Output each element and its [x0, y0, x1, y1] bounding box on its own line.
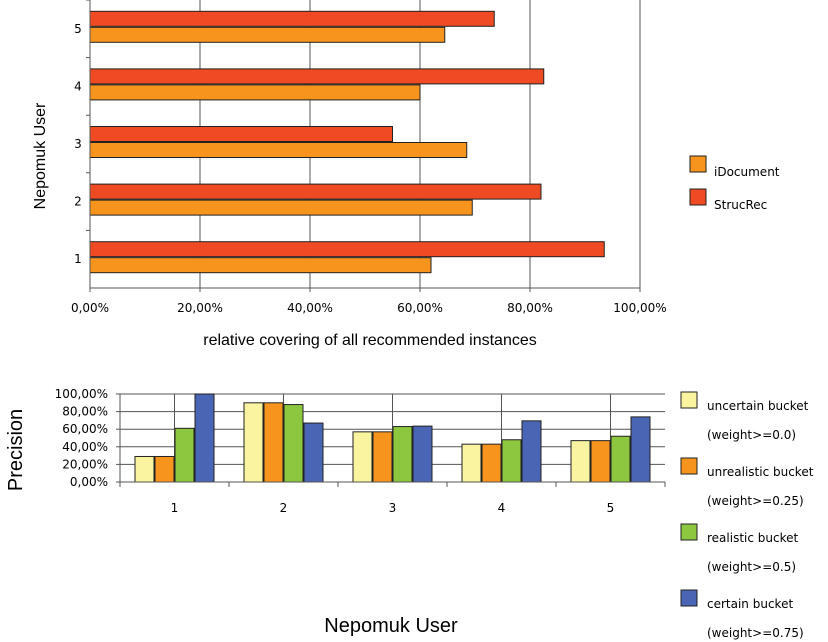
chart-covering-ticks: 0,00% 20,00% 40,00% 60,00% 80,00% 100,00% 1 2 3 4…: [71, 22, 667, 315]
chart-precision-y-axis-title: Precision: [5, 409, 27, 491]
chart-precision-legend: uncertain bucket (weight>=0.0) unrealistic…: [680, 391, 814, 640]
x-tick-label: 1: [171, 501, 179, 515]
bar: [134, 455, 155, 483]
chart-covering-y-axis-title: Nepomuk User: [32, 102, 49, 209]
x-tick-label: 20,00%: [177, 301, 223, 315]
bar: [89, 126, 393, 142]
bar: [372, 431, 393, 483]
legend-swatch: [680, 523, 698, 541]
bar: [392, 426, 413, 483]
x-tick-label: 80,00%: [507, 301, 553, 315]
legend-label: unrealistic bucket: [707, 465, 814, 479]
bar: [243, 402, 264, 483]
x-tick-label: 3: [389, 501, 397, 515]
x-tick-label: 0,00%: [71, 301, 109, 315]
bar: [352, 431, 373, 483]
x-tick-label: 5: [607, 501, 615, 515]
bar: [263, 402, 284, 483]
bar: [89, 26, 446, 43]
bar: [89, 84, 421, 101]
legend-label-detail: (weight>=0.25): [707, 494, 804, 508]
legend-label: StrucRec: [714, 198, 767, 212]
y-tick-label: 40,00%: [62, 440, 108, 454]
bar: [481, 443, 502, 483]
legend-swatch: [680, 457, 698, 475]
bar: [154, 455, 175, 483]
bar: [610, 435, 631, 483]
bar: [501, 439, 522, 483]
chart-precision-x-axis-title: Nepomuk User: [324, 615, 458, 637]
y-tick-label: 4: [74, 79, 82, 93]
chart-covering-legend: iDocument StrucRec: [689, 155, 780, 212]
bar: [590, 440, 611, 483]
y-tick-label: 100,00%: [55, 387, 108, 401]
bar: [461, 443, 482, 483]
chart-covering-x-axis-title: relative covering of all recommended ins…: [203, 332, 537, 349]
bar: [89, 241, 605, 258]
legend-label: realistic bucket: [707, 531, 799, 545]
legend-label-detail: (weight>=0.5): [707, 560, 796, 574]
bar: [630, 416, 651, 483]
chart-covering: 0,00% 20,00% 40,00% 60,00% 80,00% 100,00% 1 2 3 4…: [32, 0, 780, 349]
legend-label: uncertain bucket: [707, 399, 809, 413]
y-tick-label: 20,00%: [62, 457, 108, 471]
bar: [89, 10, 495, 27]
legend-label-detail: (weight>=0.75): [707, 626, 804, 640]
legend-swatch: [680, 589, 698, 607]
legend-label: iDocument: [714, 165, 780, 179]
chart-precision-axes: [116, 393, 666, 487]
y-tick-label: 0,00%: [70, 475, 108, 489]
y-tick-label: 60,00%: [62, 422, 108, 436]
y-tick-label: 3: [74, 137, 82, 151]
legend-label-detail: (weight>=0.0): [707, 428, 796, 442]
bar: [174, 427, 195, 483]
y-tick-label: 5: [74, 22, 82, 36]
x-tick-label: 2: [280, 501, 288, 515]
chart-precision-bars: [134, 393, 651, 483]
chart-precision-ticks: 0,00% 20,00% 40,00% 60,00% 80,00% 100,00% 1 2 3 4…: [55, 387, 615, 515]
bar: [89, 183, 542, 200]
legend-label: certain bucket: [707, 597, 793, 611]
chart-precision: 0,00% 20,00% 40,00% 60,00% 80,00% 100,00% 1 2 3 4…: [5, 387, 814, 640]
bar: [303, 422, 324, 483]
x-tick-label: 4: [498, 501, 506, 515]
chart-covering-axes: [86, 0, 641, 292]
x-tick-label: 60,00%: [397, 301, 443, 315]
bar: [283, 404, 304, 483]
bar: [521, 420, 542, 483]
x-tick-label: 40,00%: [287, 301, 333, 315]
legend-swatch: [689, 155, 707, 173]
y-tick-label: 80,00%: [62, 405, 108, 419]
y-tick-label: 2: [74, 195, 82, 209]
bar: [412, 425, 433, 483]
bar: [194, 393, 215, 483]
bar: [89, 199, 473, 216]
bar: [89, 257, 432, 274]
bar: [89, 142, 468, 158]
chart-covering-bars: [89, 10, 605, 274]
legend-swatch: [689, 188, 707, 206]
x-tick-label: 100,00%: [613, 301, 666, 315]
bar: [570, 440, 591, 483]
legend-swatch: [680, 391, 698, 409]
y-tick-label: 1: [74, 252, 82, 266]
bar: [89, 68, 545, 85]
